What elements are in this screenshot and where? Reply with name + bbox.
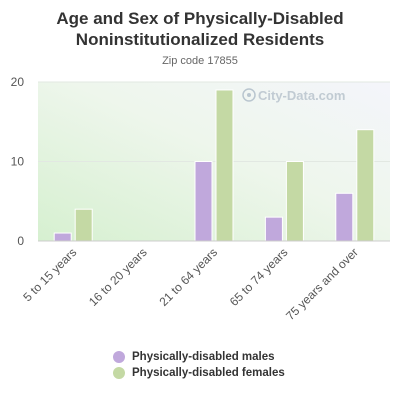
bar-males <box>335 192 354 242</box>
legend-label-females: Physically-disabled females <box>132 367 285 379</box>
bar-females <box>215 89 234 242</box>
legend-swatch-males <box>113 351 125 363</box>
y-tick-label: 10 <box>11 155 25 169</box>
chart-title: Age and Sex of Physically-Disabled Nonin… <box>56 9 344 49</box>
chart-legend: Physically-disabled males Physically-dis… <box>113 349 285 381</box>
watermark-text: City-Data.com <box>258 88 345 103</box>
y-tick-label: 0 <box>17 234 24 248</box>
legend-item-females: Physically-disabled females <box>113 365 285 381</box>
y-tick-label: 20 <box>11 75 25 89</box>
watermark: City-Data.com <box>242 88 345 103</box>
bar-males <box>194 161 213 242</box>
legend-item-males: Physically-disabled males <box>113 349 285 365</box>
bar-females <box>356 129 375 242</box>
x-tick-label: 65 to 74 years <box>227 245 291 309</box>
bar-females <box>285 161 304 242</box>
bar-males <box>264 216 283 242</box>
x-tick-label: 21 to 64 years <box>156 245 220 309</box>
chart-subtitle: Zip code 17855 <box>162 55 238 67</box>
legend-label-males: Physically-disabled males <box>132 351 275 363</box>
x-tick-label: 75 years and over <box>283 245 361 323</box>
bar-females <box>74 208 93 242</box>
x-tick-label: 5 to 15 years <box>20 245 79 304</box>
x-tick-label: 16 to 20 years <box>86 245 150 309</box>
legend-swatch-females <box>113 367 125 379</box>
bar-males <box>53 232 72 242</box>
